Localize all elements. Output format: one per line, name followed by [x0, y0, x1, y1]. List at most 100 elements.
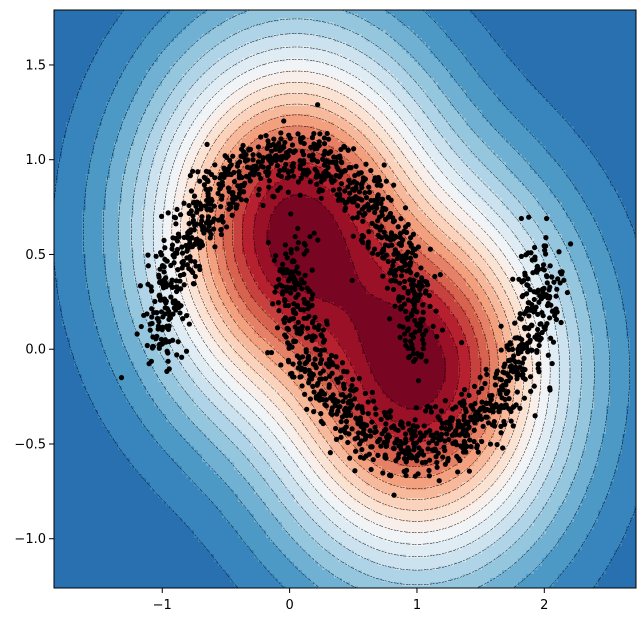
contour-cell: [290, 110, 295, 115]
contour-cell: [258, 138, 263, 143]
contour-cell: [70, 58, 75, 63]
contour-cell: [250, 42, 255, 47]
contour-cell: [110, 70, 115, 75]
contour-cell: [614, 130, 619, 135]
contour-cell: [550, 122, 555, 127]
contour-cell: [86, 138, 91, 143]
contour-cell: [110, 130, 115, 135]
contour-cell: [258, 78, 263, 83]
contour-cell: [254, 102, 259, 107]
contour-cell: [466, 22, 471, 27]
contour-cell: [634, 62, 636, 67]
contour-cell: [614, 30, 619, 35]
contour-cell: [186, 50, 191, 55]
contour-cell: [282, 26, 287, 31]
contour-cell: [106, 130, 111, 135]
contour-cell: [98, 10, 103, 15]
contour-cell: [158, 106, 163, 111]
contour-cell: [606, 86, 611, 91]
contour-cell: [106, 102, 111, 107]
contour-cell: [222, 66, 227, 71]
contour-cell: [542, 94, 547, 99]
contour-cell: [230, 110, 235, 115]
contour-cell: [150, 62, 155, 67]
contour-cell: [506, 62, 511, 67]
contour-cell: [630, 130, 635, 135]
contour-cell: [558, 114, 563, 119]
contour-cell: [546, 42, 551, 47]
contour-cell: [438, 90, 443, 95]
contour-cell: [582, 90, 587, 95]
contour-cell: [226, 106, 231, 111]
contour-cell: [90, 130, 95, 135]
contour-cell: [182, 22, 187, 27]
contour-cell: [426, 74, 431, 79]
contour-cell: [114, 114, 119, 119]
contour-cell: [334, 134, 339, 139]
contour-cell: [250, 110, 255, 115]
contour-cell: [178, 70, 183, 75]
contour-cell: [118, 126, 123, 131]
contour-cell: [286, 70, 291, 75]
contour-cell: [234, 126, 239, 131]
contour-cell: [586, 66, 591, 71]
contour-cell: [398, 58, 403, 63]
contour-cell: [226, 10, 231, 15]
contour-cell: [566, 54, 571, 59]
contour-cell: [338, 78, 343, 83]
contour-cell: [146, 54, 151, 59]
contour-cell: [298, 74, 303, 79]
contour-cell: [134, 22, 139, 27]
contour-cell: [306, 102, 311, 107]
contour-cell: [206, 90, 211, 95]
contour-cell: [278, 78, 283, 83]
contour-cell: [62, 90, 67, 95]
contour-cell: [322, 50, 327, 55]
contour-cell: [174, 78, 179, 83]
contour-cell: [574, 106, 579, 111]
contour-cell: [334, 10, 339, 15]
contour-cell: [286, 50, 291, 55]
contour-cell: [594, 86, 599, 91]
contour-cell: [614, 110, 619, 115]
contour-cell: [238, 10, 243, 15]
contour-cell: [98, 114, 103, 119]
contour-cell: [154, 126, 159, 131]
contour-cell: [374, 38, 379, 43]
contour-cell: [558, 34, 563, 39]
contour-cell: [330, 122, 335, 127]
contour-cell: [598, 14, 603, 19]
contour-cell: [142, 58, 147, 63]
contour-cell: [322, 22, 327, 27]
contour-cell: [218, 74, 223, 79]
contour-cell: [242, 130, 247, 135]
contour-cell: [590, 110, 595, 115]
contour-cell: [306, 42, 311, 47]
contour-cell: [314, 18, 319, 23]
contour-cell: [518, 138, 523, 143]
contour-cell: [218, 98, 223, 103]
contour-cell: [114, 14, 119, 19]
contour-cell: [350, 54, 355, 59]
contour-cell: [374, 106, 379, 111]
contour-cell: [226, 58, 231, 63]
contour-cell: [566, 22, 571, 27]
contour-cell: [86, 146, 91, 151]
contour-cell: [498, 34, 503, 39]
contour-cell: [318, 38, 323, 43]
contour-cell: [310, 74, 315, 79]
contour-cell: [310, 78, 315, 83]
contour-cell: [622, 18, 627, 23]
contour-cell: [522, 78, 527, 83]
contour-cell: [214, 62, 219, 67]
contour-cell: [342, 66, 347, 71]
contour-cell: [294, 42, 299, 47]
contour-cell: [446, 58, 451, 63]
contour-cell: [310, 118, 315, 123]
contour-cell: [274, 30, 279, 35]
contour-cell: [414, 106, 419, 111]
contour-cell: [342, 126, 347, 131]
contour-cell: [158, 126, 163, 131]
contour-cell: [218, 10, 223, 15]
contour-cell: [198, 130, 203, 135]
